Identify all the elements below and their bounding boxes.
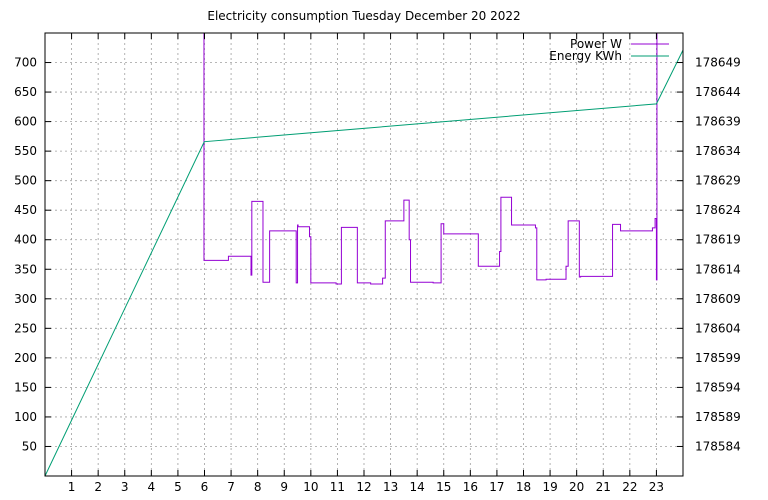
y-tick-label: 450 — [14, 203, 37, 217]
x-tick-label: 20 — [569, 480, 584, 494]
x-tick-label: 14 — [410, 480, 425, 494]
y-tick-label: 600 — [14, 115, 37, 129]
y2-tick-label: 178609 — [695, 292, 741, 306]
x-tick-label: 9 — [280, 480, 288, 494]
legend-label: Power W — [570, 37, 622, 51]
y2-tick-label: 178649 — [695, 56, 741, 70]
x-tick-label: 15 — [436, 480, 451, 494]
y2-tick-label: 178584 — [695, 439, 741, 453]
x-tick-label: 17 — [489, 480, 504, 494]
y-tick-label: 200 — [14, 351, 37, 365]
series-line-power-w — [203, 32, 658, 285]
y-tick-label: 650 — [14, 85, 37, 99]
x-tick-label: 6 — [201, 480, 209, 494]
x-tick-label: 22 — [622, 480, 637, 494]
y-tick-label: 250 — [14, 321, 37, 335]
x-tick-label: 2 — [94, 480, 102, 494]
y-tick-label: 150 — [14, 380, 37, 394]
series — [44, 32, 684, 477]
y2-tick-label: 178619 — [695, 233, 741, 247]
x-tick-label: 13 — [383, 480, 398, 494]
x-tick-label: 3 — [121, 480, 129, 494]
x-tick-label: 8 — [254, 480, 262, 494]
x-tick-label: 19 — [542, 480, 557, 494]
y-tick-label: 700 — [14, 56, 37, 70]
y2-tick-label: 178604 — [695, 321, 741, 335]
x-tick-label: 12 — [356, 480, 371, 494]
y2-tick-label: 178644 — [695, 85, 741, 99]
axis-ticks: 1 2 3 4 5 6 7 8 9 10 11 12 13 14 15 16 17 18 19 20 21 22 23501… — [14, 33, 741, 494]
x-tick-label: 23 — [649, 480, 664, 494]
grid — [45, 33, 683, 476]
y2-tick-label: 178624 — [695, 203, 741, 217]
y2-tick-label: 178639 — [695, 115, 741, 129]
y-tick-label: 100 — [14, 410, 37, 424]
y-tick-label: 500 — [14, 174, 37, 188]
x-tick-label: 21 — [596, 480, 611, 494]
y2-tick-label: 178614 — [695, 262, 741, 276]
series-line-energy-kwh — [44, 49, 684, 477]
x-tick-label: 7 — [227, 480, 235, 494]
y2-tick-label: 178629 — [695, 174, 741, 188]
chart-title: Electricity consumption Tuesday December… — [207, 9, 520, 23]
x-tick-label: 5 — [174, 480, 182, 494]
x-tick-label: 4 — [148, 480, 156, 494]
x-tick-label: 16 — [463, 480, 478, 494]
y-tick-label: 350 — [14, 262, 37, 276]
y-tick-label: 300 — [14, 292, 37, 306]
y2-tick-label: 178594 — [695, 380, 741, 394]
y2-tick-label: 178599 — [695, 351, 741, 365]
legend-label: Energy KWh — [549, 49, 622, 63]
y2-tick-label: 178634 — [695, 144, 741, 158]
x-tick-label: 11 — [330, 480, 345, 494]
y-tick-label: 400 — [14, 233, 37, 247]
y-tick-label: 550 — [14, 144, 37, 158]
x-tick-label: 1 — [68, 480, 76, 494]
x-tick-label: 10 — [303, 480, 318, 494]
y-tick-label: 50 — [22, 439, 37, 453]
y2-tick-label: 178589 — [695, 410, 741, 424]
x-tick-label: 18 — [516, 480, 531, 494]
